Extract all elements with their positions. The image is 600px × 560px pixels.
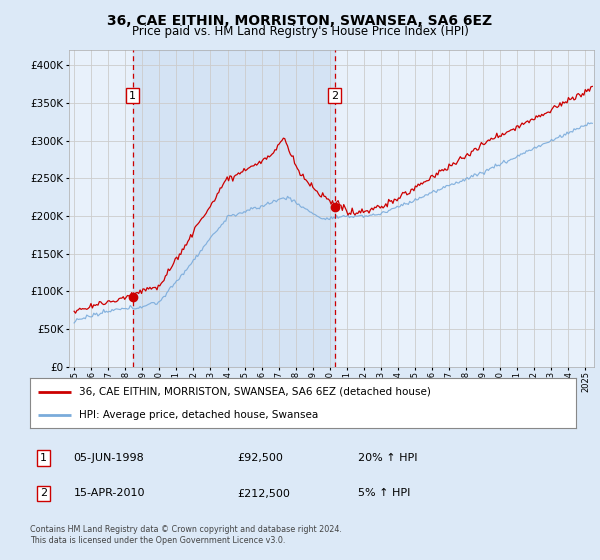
Text: Contains HM Land Registry data © Crown copyright and database right 2024.
This d: Contains HM Land Registry data © Crown c… — [30, 525, 342, 545]
Text: HPI: Average price, detached house, Swansea: HPI: Average price, detached house, Swan… — [79, 410, 319, 420]
Text: Price paid vs. HM Land Registry's House Price Index (HPI): Price paid vs. HM Land Registry's House … — [131, 25, 469, 38]
Text: 5% ↑ HPI: 5% ↑ HPI — [358, 488, 410, 498]
Text: £212,500: £212,500 — [238, 488, 290, 498]
Text: 1: 1 — [40, 453, 47, 463]
Text: 20% ↑ HPI: 20% ↑ HPI — [358, 453, 417, 463]
Text: 05-JUN-1998: 05-JUN-1998 — [74, 453, 145, 463]
Text: 2: 2 — [40, 488, 47, 498]
Text: £92,500: £92,500 — [238, 453, 283, 463]
Text: 15-APR-2010: 15-APR-2010 — [74, 488, 145, 498]
Text: 1: 1 — [129, 91, 136, 101]
Text: 36, CAE EITHIN, MORRISTON, SWANSEA, SA6 6EZ: 36, CAE EITHIN, MORRISTON, SWANSEA, SA6 … — [107, 14, 493, 28]
Text: 2: 2 — [331, 91, 338, 101]
Bar — [133, 50, 335, 367]
Text: 36, CAE EITHIN, MORRISTON, SWANSEA, SA6 6EZ (detached house): 36, CAE EITHIN, MORRISTON, SWANSEA, SA6 … — [79, 386, 431, 396]
